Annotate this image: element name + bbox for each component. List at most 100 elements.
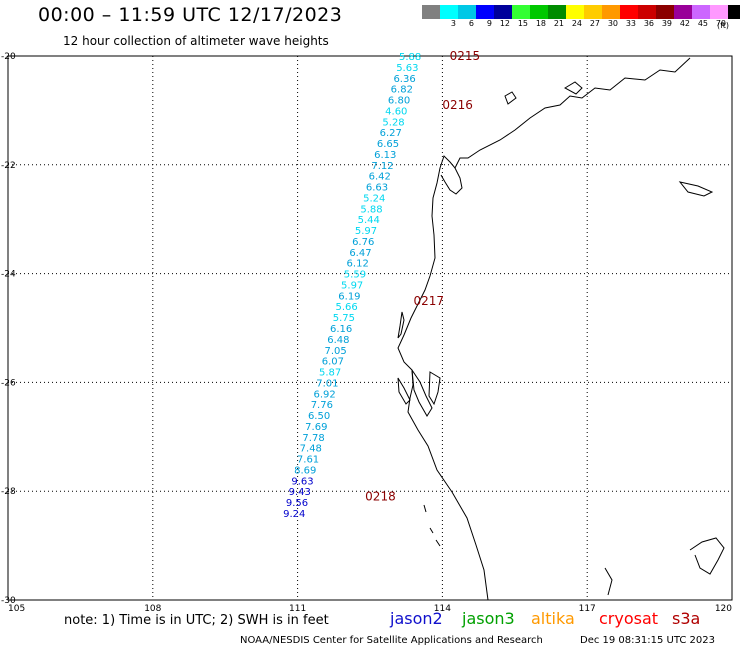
pass-time-label: 0215: [450, 49, 481, 63]
scale-swatch: [530, 5, 548, 19]
inland-lake: [678, 181, 714, 197]
scale-cell: 45: [692, 5, 710, 29]
scale-swatch: [458, 5, 476, 19]
map-frame: [7, 55, 733, 601]
wave-height-label: 5.44: [358, 215, 380, 226]
scale-swatch: [728, 5, 740, 19]
satellite-label-jason3: jason3: [462, 609, 515, 628]
footer-credit: NOAA/NESDIS Center for Satellite Applica…: [240, 635, 543, 646]
satellite-label-altika: altika: [531, 609, 575, 628]
scale-cell: 15: [512, 5, 530, 29]
wave-height-label: 6.47: [349, 248, 371, 259]
wave-height-label: 6.50: [308, 411, 330, 422]
scale-swatch: [692, 5, 710, 19]
wave-height-label: 7.69: [305, 422, 327, 433]
wave-height-label: 5.97: [341, 280, 363, 291]
latitude-tick-label: -30: [1, 596, 16, 606]
graticule: [8, 56, 732, 600]
scale-label: 30: [607, 19, 618, 28]
wave-height-label: 7.05: [324, 346, 346, 357]
scale-cell: [422, 5, 440, 29]
wave-height-label: 6.63: [366, 183, 388, 194]
scale-label: 39: [661, 19, 672, 28]
scale-cell: 70: [710, 5, 728, 29]
scale-swatch: [422, 5, 440, 19]
color-scale-legend: 3 6 9 12 15 18 21 24 27 30 33 36 39 42 45 70: [422, 5, 740, 29]
wave-height-label: 7.76: [311, 400, 333, 411]
scale-cell: 24: [566, 5, 584, 29]
scale-cell: 18: [530, 5, 548, 29]
axis-tick-labels: 105 108 111 114 117 120 -20 -22 -24 -26 -28 -30: [1, 52, 732, 614]
scale-swatch: [548, 5, 566, 19]
latitude-tick-label: -20: [1, 52, 16, 62]
mainland-coastline: [397, 57, 691, 601]
longitude-tick-label: 108: [144, 604, 161, 614]
wave-height-label: 6.76: [352, 237, 374, 248]
scale-swatch: [476, 5, 494, 19]
satellite-label-s3a: s3a: [672, 609, 701, 628]
map-title: 00:00 – 11:59 UTC 12/17/2023: [38, 4, 343, 26]
wave-height-label: 6.82: [391, 85, 413, 96]
longitude-tick-label: 120: [715, 604, 732, 614]
wave-height-label: 6.42: [369, 172, 391, 183]
pass-time-label: 0216: [442, 98, 473, 112]
barrow-island: [504, 91, 517, 105]
wave-height-label: 6.80: [388, 96, 410, 107]
wave-height-label: 5.75: [333, 313, 355, 324]
wave-height-label: 5.28: [382, 117, 404, 128]
wave-height-label: 7.01: [316, 378, 338, 389]
wave-height-label: 6.07: [322, 357, 344, 368]
scale-cell: 6: [458, 5, 476, 29]
scale-cell: 39: [656, 5, 674, 29]
north-west-cape: [440, 167, 463, 195]
wave-height-label: 5.63: [396, 63, 418, 74]
footer-timestamp: Dec 19 08:31:15 UTC 2023: [580, 635, 715, 646]
scale-label: 42: [679, 19, 690, 28]
wave-height-label: 9.43: [289, 487, 311, 498]
scale-cell: 33: [620, 5, 638, 29]
pass-time-label: 0218: [365, 490, 396, 504]
wave-height-label: 6.27: [380, 128, 402, 139]
wave-height-label: 6.65: [377, 139, 399, 150]
wave-height-label: 7.48: [300, 444, 322, 455]
dampier-islands: [563, 81, 583, 95]
latitude-tick-label: -24: [1, 270, 16, 280]
wave-height-label: 8.69: [294, 465, 316, 476]
wave-height-label: 5.87: [319, 368, 341, 379]
map-subtitle: 12 hour collection of altimeter wave hei…: [63, 34, 329, 48]
longitude-tick-label: 114: [434, 604, 451, 614]
scale-label: 12: [499, 19, 510, 28]
scale-cell: 30: [602, 5, 620, 29]
abrolhos-islands: [423, 504, 441, 547]
wave-height-label: 5.88: [360, 204, 382, 215]
scale-cell: 42: [674, 5, 692, 29]
wave-height-label: 6.12: [347, 259, 369, 270]
longitude-tick-label: 111: [289, 604, 306, 614]
scale-label: 9: [486, 19, 492, 28]
shark-bay-peninsula: [411, 369, 433, 417]
wave-height-label: 6.19: [338, 291, 360, 302]
scale-swatch: [602, 5, 620, 19]
scale-cell: 21: [548, 5, 566, 29]
scale-label: 3: [450, 19, 456, 28]
scale-cell: 3: [440, 5, 458, 29]
scale-label: 33: [625, 19, 636, 28]
wave-height-label: 7.61: [297, 455, 319, 466]
coastline: [397, 57, 725, 601]
wave-height-label: 6.13: [374, 150, 396, 161]
jason2-track: 5.885.636.366.826.804.605.286.276.656.13…: [283, 52, 421, 520]
scale-swatch: [656, 5, 674, 19]
scale-swatch: [566, 5, 584, 19]
wave-height-label: 6.48: [327, 335, 349, 346]
scale-swatch: [440, 5, 458, 19]
scale-label: 36: [643, 19, 654, 28]
scale-cell: 27: [584, 5, 602, 29]
longitude-tick-label: 105: [8, 604, 25, 614]
scale-label: 15: [517, 19, 528, 28]
scale-label: 27: [589, 19, 600, 28]
wave-height-label: 5.88: [399, 52, 421, 63]
pass-time-labels: 0215 0216 0217 0218: [365, 49, 480, 504]
latitude-tick-label: -22: [1, 161, 16, 171]
scale-unit-label: (ft): [717, 21, 730, 30]
